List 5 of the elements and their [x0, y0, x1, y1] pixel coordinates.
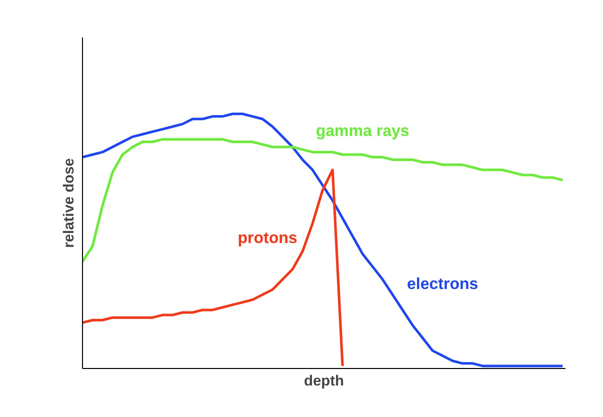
series-label: electrons [407, 276, 478, 293]
series-label: protons [238, 230, 298, 248]
series-label: gamma rays [316, 123, 410, 140]
y-axis-title: relative dose [62, 158, 78, 248]
x-axis-title: depth [304, 374, 344, 390]
